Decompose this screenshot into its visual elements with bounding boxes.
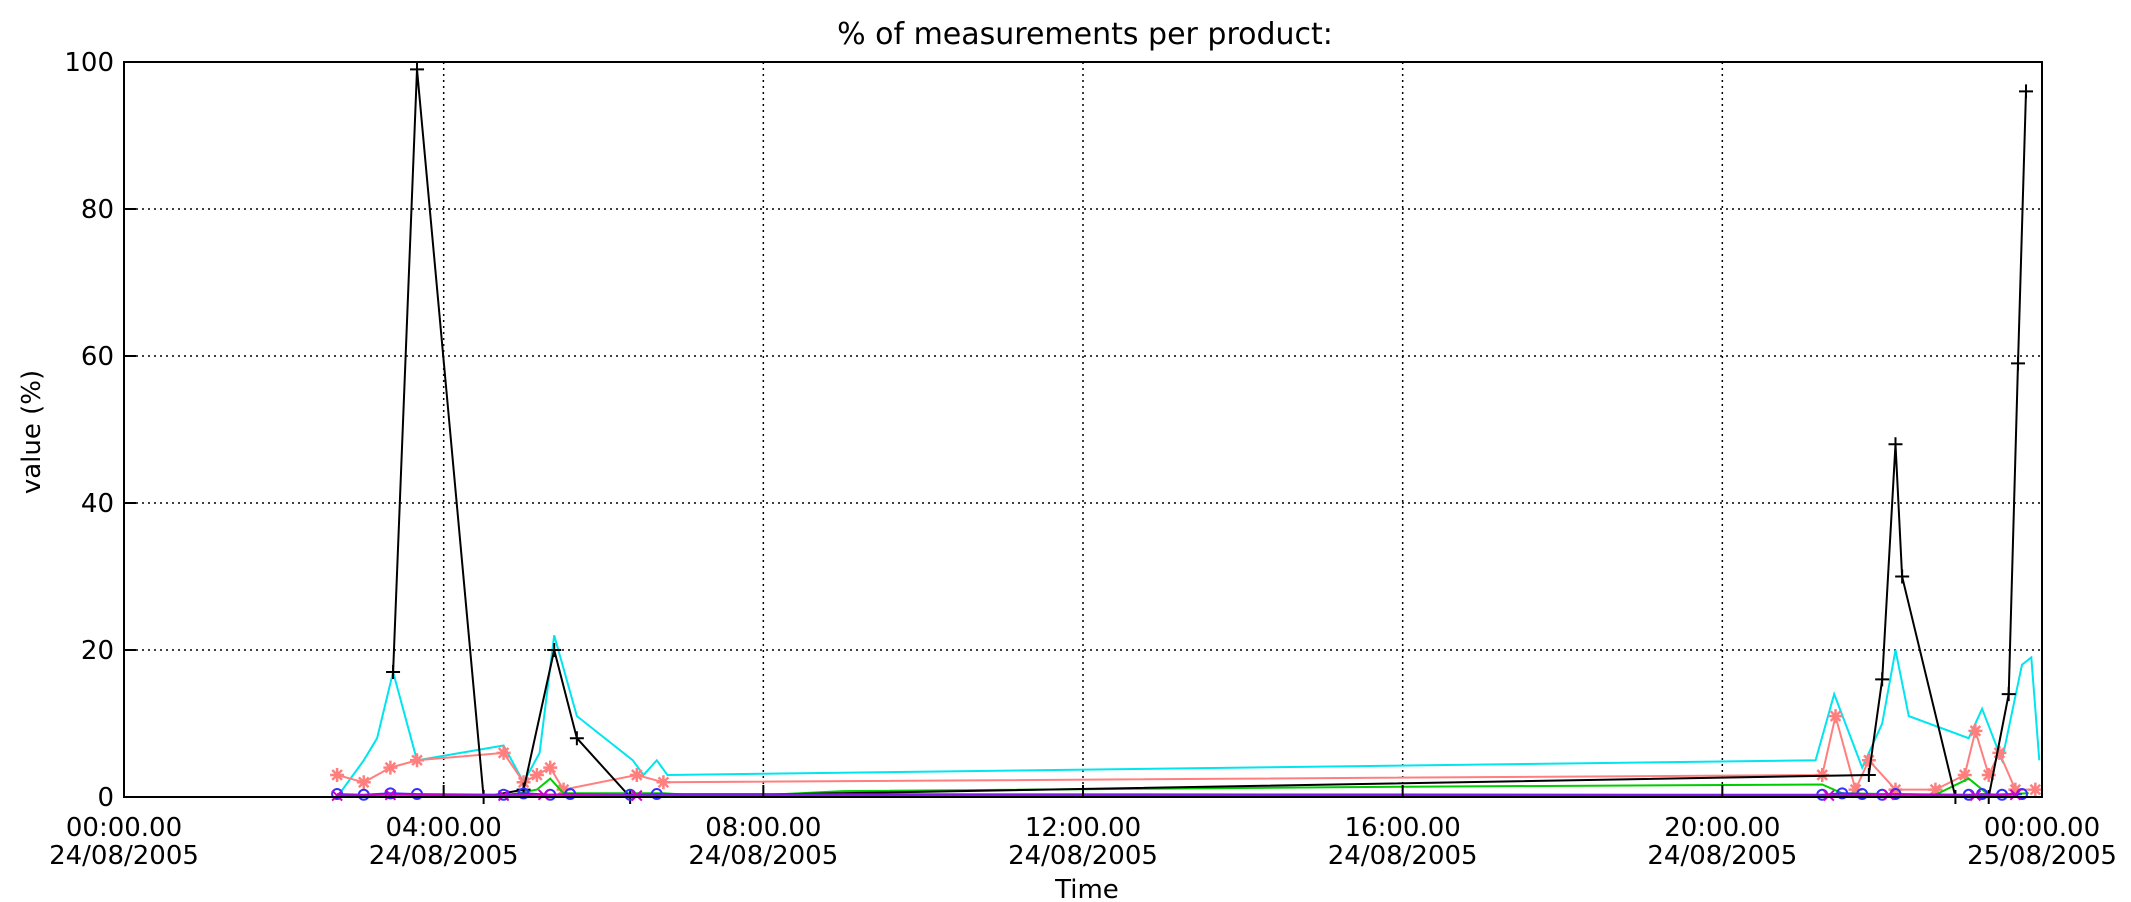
series-layer <box>330 62 2043 804</box>
data-point <box>1875 672 1890 687</box>
x-axis-label: Time <box>1054 875 1119 902</box>
series-line <box>337 793 2016 797</box>
data-point <box>629 767 644 782</box>
x-tick-label-date: 24/08/2005 <box>369 841 519 871</box>
data-point <box>496 745 511 760</box>
data-point <box>517 787 530 800</box>
data-point <box>330 767 345 782</box>
data-point <box>383 760 398 775</box>
x-tick-label-date: 24/08/2005 <box>1008 841 1158 871</box>
data-point <box>2019 84 2034 99</box>
x-tick-label-date: 24/08/2005 <box>1328 841 1478 871</box>
data-point <box>631 789 643 802</box>
y-tick-label: 0 <box>97 783 114 813</box>
data-point <box>1888 437 1903 452</box>
data-point <box>1848 782 1863 797</box>
data-point <box>386 665 401 680</box>
data-point <box>1969 789 1982 802</box>
x-tick-label-time: 00:00.00 <box>66 813 182 843</box>
y-tick-label: 100 <box>64 48 114 78</box>
x-tick-label-date: 24/08/2005 <box>49 841 199 871</box>
data-point <box>537 789 550 801</box>
data-point <box>569 731 584 746</box>
x-tick-label-time: 20:00.00 <box>1664 813 1780 843</box>
x-tick-label-date: 24/08/2005 <box>688 841 838 871</box>
data-point <box>356 775 371 790</box>
data-point <box>1861 753 1876 768</box>
data-point <box>384 789 397 801</box>
data-point <box>1968 723 1983 738</box>
data-point <box>516 775 531 790</box>
tick-labels: 02040608010000:00.0024/08/200504:00.0024… <box>49 48 2117 871</box>
chart-title: % of measurements per product: <box>837 17 1333 52</box>
series-line <box>392 69 2027 799</box>
data-point <box>656 775 671 790</box>
data-point <box>2028 782 2043 797</box>
data-point <box>1992 745 2007 760</box>
data-point <box>331 789 343 802</box>
data-point <box>2009 789 2022 801</box>
x-tick-label-time: 16:00.00 <box>1345 813 1461 843</box>
data-point <box>410 62 425 77</box>
data-point <box>1828 709 1843 724</box>
data-point <box>1981 767 1996 782</box>
x-tick-label-date: 24/08/2005 <box>1647 841 1797 871</box>
data-point <box>1928 782 1943 797</box>
data-point <box>543 760 558 775</box>
data-point <box>331 788 344 801</box>
data-point <box>529 767 544 782</box>
data-point <box>1883 789 1895 801</box>
data-point <box>497 789 510 802</box>
data-point <box>1895 569 1910 584</box>
data-point <box>2008 782 2023 797</box>
x-tick-label-time: 04:00.00 <box>386 813 502 843</box>
x-tick-label-time: 00:00.00 <box>1984 813 2100 843</box>
y-tick-label: 60 <box>81 342 114 372</box>
data-point <box>384 787 397 800</box>
data-point <box>1861 767 1876 782</box>
y-tick-label: 20 <box>81 636 114 666</box>
data-point <box>556 782 571 797</box>
data-point <box>650 788 663 801</box>
x-tick-label-time: 08:00.00 <box>705 813 821 843</box>
y-tick-label: 80 <box>81 195 114 225</box>
data-point <box>410 753 425 768</box>
x-tick-label-date: 25/08/2005 <box>1967 841 2117 871</box>
data-point <box>2001 687 2016 702</box>
data-point <box>547 643 562 657</box>
series-line <box>336 635 2041 798</box>
y-axis-label: value (%) <box>17 370 47 494</box>
data-point <box>1836 787 1849 800</box>
data-point <box>1823 789 1835 802</box>
x-tick-label-time: 12:00.00 <box>1025 813 1141 843</box>
data-point <box>1957 767 1972 782</box>
y-tick-label: 40 <box>81 489 114 519</box>
data-point <box>2011 356 2026 371</box>
